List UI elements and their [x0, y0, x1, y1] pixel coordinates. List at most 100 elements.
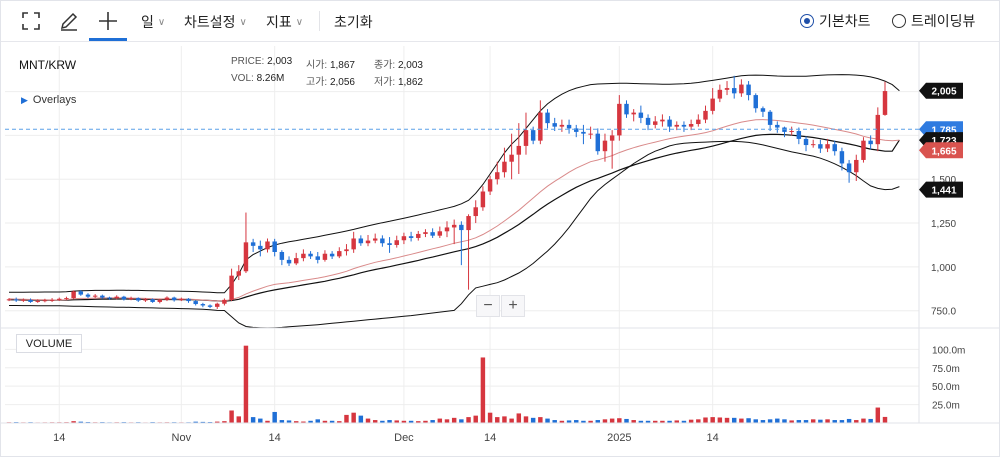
moving-average-line — [8, 119, 900, 302]
triangle-right-icon: ▶ — [21, 95, 28, 105]
price-tag-label: 1,723 — [931, 136, 956, 147]
candle-body — [430, 232, 435, 236]
radio-unselected-icon — [892, 14, 906, 28]
volume-bar — [215, 421, 220, 423]
candle-body — [509, 154, 514, 162]
price-tick-label: 1,500 — [931, 175, 956, 186]
volume-bar — [645, 420, 651, 423]
volume-bar — [703, 417, 708, 423]
price-chart[interactable]: 750.01,0001,2501,5001,7502,00025.0m50.0m… — [1, 42, 999, 456]
candle-body — [171, 297, 177, 301]
price-tick-label: 1,000 — [931, 263, 956, 274]
candle-body — [164, 297, 170, 300]
price-value: 2,003 — [267, 56, 293, 67]
candle-body — [114, 296, 119, 299]
candle-body — [480, 191, 486, 208]
volume-bar — [588, 420, 593, 423]
candle-body — [423, 232, 428, 234]
candle-body — [387, 243, 392, 245]
candle-body — [157, 299, 163, 302]
candle-body — [617, 103, 622, 136]
candle-body — [444, 227, 450, 232]
candle-body — [624, 103, 629, 115]
candle-body — [344, 249, 349, 252]
candle-body — [588, 133, 593, 135]
candle-body — [688, 124, 694, 127]
candlestick-series — [6, 75, 888, 309]
candle-body — [868, 140, 873, 145]
candle-body — [150, 299, 155, 302]
volume-bar — [617, 418, 622, 423]
price-tag-marker — [919, 142, 963, 159]
reset-button[interactable]: 초기화 — [334, 14, 373, 30]
draw-pencil-icon[interactable] — [57, 9, 81, 33]
time-tick-label: 2025 — [607, 432, 631, 444]
volume-bar — [602, 419, 608, 423]
volume-tick-label: 100.0m — [932, 345, 965, 356]
volume-bar — [832, 420, 837, 423]
candle-body — [552, 123, 557, 127]
candle-body — [78, 291, 84, 295]
volume-bar — [286, 420, 292, 423]
candle-body — [143, 299, 148, 301]
volume-tick-label: 25.0m — [932, 401, 960, 412]
candle-body — [638, 112, 644, 118]
volume-bar — [624, 418, 629, 423]
volume-bar — [674, 420, 679, 423]
price-tag-marker — [919, 82, 963, 99]
candle-body — [609, 135, 615, 141]
chart-settings-dropdown[interactable]: 차트설정 ∨ — [184, 12, 247, 32]
middle-band-line — [9, 133, 900, 302]
chart-type-tradingview-radio[interactable]: 트레이딩뷰 — [892, 11, 975, 31]
candle-body — [358, 238, 364, 244]
zoom-out-button[interactable]: − — [476, 295, 500, 317]
candle-body — [846, 163, 852, 173]
price-tag-marker — [919, 181, 963, 198]
volume-bar — [688, 419, 694, 423]
volume-bar — [545, 418, 550, 423]
candle-body — [875, 114, 881, 145]
zoom-in-button[interactable]: + — [501, 295, 525, 317]
low-label: 저가: — [374, 77, 396, 88]
volume-bar — [681, 420, 687, 423]
volume-bar — [502, 416, 507, 423]
volume-bar — [322, 420, 328, 423]
candle-body — [789, 131, 794, 133]
candle-body — [810, 144, 816, 146]
volume-bar — [861, 418, 866, 423]
volume-bar — [574, 420, 579, 423]
candle-body — [696, 119, 701, 125]
volume-bar — [667, 420, 672, 423]
volume-bar — [495, 417, 500, 423]
volume-bar — [782, 419, 787, 423]
volume-tick-label: 75.0m — [932, 364, 960, 375]
volume-bar — [487, 412, 493, 423]
volume-readout: VOL: 8.26M — [231, 73, 284, 84]
indicators-dropdown[interactable]: 지표 ∨ — [266, 12, 303, 32]
candle-body — [653, 121, 658, 125]
volume-bar — [789, 420, 794, 423]
volume-bar — [444, 419, 450, 423]
fullscreen-icon[interactable] — [19, 9, 43, 33]
chart-type-basic-radio[interactable]: 기본차트 — [800, 11, 871, 31]
chevron-down-icon: ∨ — [239, 17, 247, 28]
volume-bar — [365, 418, 371, 423]
candle-body — [293, 258, 299, 264]
overlays-label: Overlays — [32, 94, 77, 106]
interval-dropdown[interactable]: 일 ∨ — [141, 12, 165, 32]
overlays-toggle[interactable]: ▶ Overlays — [21, 94, 76, 106]
volume-bar — [293, 421, 299, 423]
price-tag-label: 1,785 — [931, 125, 956, 136]
volume-bar — [380, 420, 385, 423]
toolbar-divider — [319, 11, 320, 31]
candle-body — [394, 240, 399, 245]
candle-body — [193, 301, 198, 305]
candle-body — [523, 130, 529, 146]
candle-body — [703, 110, 708, 120]
candle-body — [329, 253, 335, 257]
volume-tick-label: 50.0m — [932, 382, 960, 393]
candle-body — [222, 299, 227, 304]
crosshair-plus-icon[interactable] — [96, 9, 120, 33]
volume-bar — [401, 420, 407, 423]
